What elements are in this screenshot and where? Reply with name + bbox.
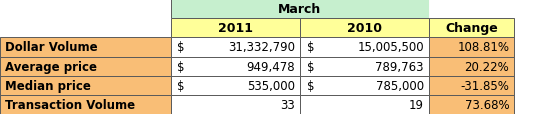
- Bar: [170, 95, 300, 114]
- Text: $: $: [307, 79, 314, 92]
- Bar: [300, 76, 429, 95]
- Text: $: $: [307, 60, 314, 73]
- Bar: [0, 95, 170, 114]
- Text: 73.68%: 73.68%: [465, 98, 509, 111]
- Text: Median price: Median price: [5, 79, 91, 92]
- Text: $: $: [178, 79, 185, 92]
- Bar: [170, 76, 300, 95]
- Bar: [429, 76, 514, 95]
- Text: 108.81%: 108.81%: [457, 41, 509, 54]
- Text: $: $: [307, 41, 314, 54]
- Text: 20.22%: 20.22%: [465, 60, 509, 73]
- Text: 19: 19: [409, 98, 424, 111]
- Text: 31,332,790: 31,332,790: [228, 41, 295, 54]
- Text: Average price: Average price: [5, 60, 97, 73]
- Text: 789,763: 789,763: [376, 60, 424, 73]
- Text: 2010: 2010: [347, 22, 382, 35]
- Text: $: $: [178, 60, 185, 73]
- Bar: [429, 0, 514, 19]
- Text: -31.85%: -31.85%: [460, 79, 509, 92]
- Text: 949,478: 949,478: [246, 60, 295, 73]
- Text: 785,000: 785,000: [376, 79, 424, 92]
- Text: 15,005,500: 15,005,500: [358, 41, 424, 54]
- Text: Transaction Volume: Transaction Volume: [5, 98, 135, 111]
- Bar: [429, 95, 514, 114]
- Text: March: March: [278, 3, 321, 16]
- Bar: [0, 57, 170, 76]
- Bar: [170, 19, 300, 38]
- Bar: [0, 0, 170, 19]
- Bar: [170, 57, 300, 76]
- Bar: [0, 76, 170, 95]
- Text: 535,000: 535,000: [247, 79, 295, 92]
- Bar: [300, 38, 429, 57]
- Bar: [429, 38, 514, 57]
- Bar: [429, 19, 514, 38]
- Bar: [429, 57, 514, 76]
- Bar: [170, 38, 300, 57]
- Bar: [300, 95, 429, 114]
- Text: 2011: 2011: [218, 22, 252, 35]
- Bar: [300, 19, 429, 38]
- Text: Change: Change: [446, 22, 498, 35]
- Bar: [170, 0, 429, 19]
- Bar: [0, 19, 170, 38]
- Bar: [300, 57, 429, 76]
- Text: $: $: [178, 41, 185, 54]
- Text: 33: 33: [280, 98, 295, 111]
- Bar: [0, 38, 170, 57]
- Text: Dollar Volume: Dollar Volume: [5, 41, 98, 54]
